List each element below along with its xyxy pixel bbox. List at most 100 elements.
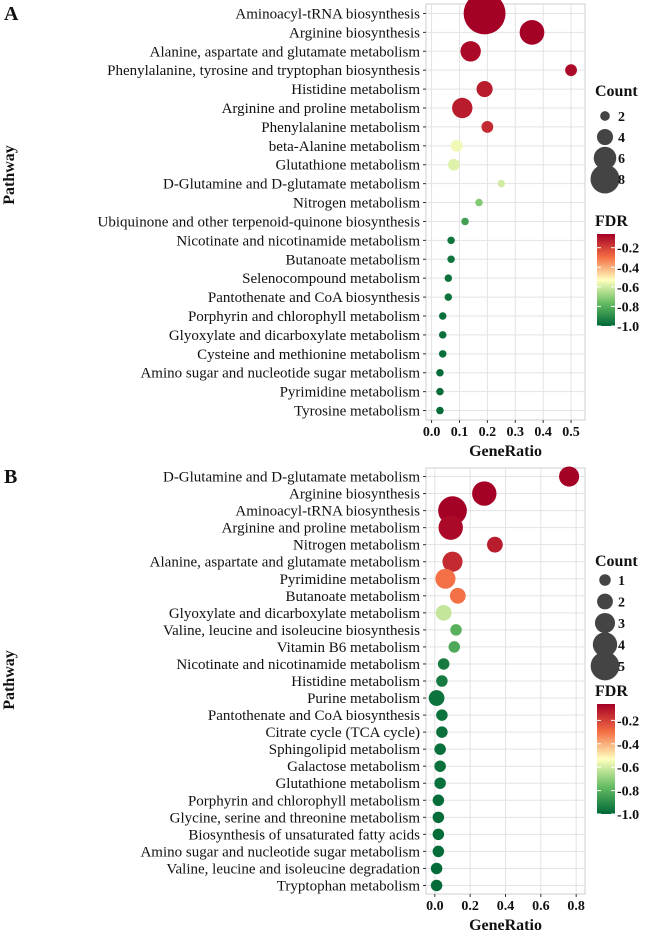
fdr-legend-value: 0.8 (622, 785, 640, 800)
panel-a-pathway-label: Porphyrin and chlorophyll metabolism (188, 309, 420, 325)
panel-a-fdr-legend-label: -0.2 (617, 242, 639, 257)
panel-a-x-tick-label: 0.1 (451, 425, 469, 440)
panel-b-pathway-label: Vitamin B6 metabolism (277, 640, 421, 656)
panel-a-count-legend-dot (596, 128, 614, 146)
panel-b-point (472, 481, 497, 506)
panel-a-count-legend-label: 6 (618, 152, 625, 167)
panel-b-fdr-legend-label: -1.0 (617, 808, 639, 823)
fdr-tick-glyph: - (617, 242, 622, 257)
panel-a-pathway-label: Glutathione metabolism (275, 158, 420, 174)
panel-a-pathway-label: Phenylalanine, tyrosine and tryptophan b… (107, 63, 420, 79)
panel-a-point (452, 97, 473, 119)
panel-a-pathway-label: Arginine and proline metabolism (222, 101, 421, 117)
panel-b-count-legend-dot (592, 632, 618, 657)
panel-a-fdr-legend-label: -0.6 (617, 281, 639, 296)
panel-a-point (460, 41, 481, 62)
panel-b-pathway-label: Glycine, serine and threonine metabolism (170, 810, 421, 826)
fdr-tick-glyph: - (617, 300, 622, 315)
panel-b-point (442, 551, 463, 572)
panel-b-point (487, 536, 503, 553)
panel-b-point (432, 811, 445, 824)
panel-a-x-tick-label: 0.3 (507, 425, 525, 440)
panel-a-pathway-label: Pyrimidine metabolism (280, 385, 421, 401)
panel-b-x-tick-label: 0.2 (461, 899, 479, 914)
panel-b-point (438, 515, 463, 540)
panel-a-pathway-label: Butanoate metabolism (285, 252, 420, 268)
panel-a-point (447, 255, 455, 264)
panel-b-pathway-label: Sphingolipid metabolism (269, 742, 421, 758)
fdr-legend-value: 1.0 (622, 320, 640, 335)
panel-a-count-legend-label: 4 (618, 131, 625, 146)
panel-b-label: B (4, 466, 17, 488)
panel-b-point (436, 726, 448, 738)
panel-b-pathway-label: Alanine, aspartate and glutamate metabol… (150, 555, 421, 571)
panel-b-count-legend-label: 2 (618, 596, 625, 611)
panel-b-point (432, 794, 445, 807)
panel-b-pathway-label: Purine metabolism (307, 691, 420, 707)
fdr-legend-value: 0.8 (622, 300, 640, 315)
panel-b-pathway-label: Pyrimidine metabolism (280, 572, 421, 588)
fdr-legend-value: 0.2 (622, 242, 640, 257)
panel-a-point (497, 179, 506, 188)
panel-b-count-legend-title: Count (595, 553, 638, 570)
panel-b-x-tick-label: 0.8 (567, 899, 585, 914)
panel-a-pathway-label: Phenylalanine metabolism (261, 120, 420, 136)
panel-b-x-tick-label: 0.4 (497, 899, 515, 914)
fdr-tick-glyph: - (617, 785, 622, 800)
panel-b-pathway-label: Glyoxylate and dicarboxylate metabolism (169, 606, 421, 622)
fdr-legend-value: 0.4 (622, 738, 640, 753)
panel-a-count-legend-title: Count (595, 83, 638, 100)
panel-a-pathway-label: Glyoxylate and dicarboxylate metabolism (169, 328, 421, 344)
panel-a-fdr-legend-title: FDR (595, 213, 628, 230)
panel-b-count-legend-dot (590, 651, 620, 681)
panel-b-point (435, 568, 456, 589)
panel-a-point (438, 350, 447, 358)
panel-b-pathway-label: Galactose metabolism (287, 759, 420, 775)
panel-b-count-legend-label: 1 (618, 574, 625, 589)
panel-b-pathway-label: Arginine biosynthesis (289, 487, 420, 503)
panel-a-pathway-label: beta-Alanine metabolism (269, 139, 421, 155)
panel-a-count-legend-label: 2 (618, 110, 625, 125)
panel-b-pathway-label: Tryptophan metabolism (277, 878, 421, 894)
panel-a-point (476, 81, 493, 98)
panel-b-x-tick-label: 0.6 (532, 899, 550, 914)
fdr-tick-glyph: - (617, 281, 622, 296)
panel-b-fdr-legend-label: -0.4 (617, 738, 639, 753)
panel-b-fdr-legend-label: -0.2 (617, 714, 639, 729)
panel-b-pathway-label: Amino sugar and nucleotide sugar metabol… (140, 844, 420, 860)
panel-b-pathway-label: Arginine and proline metabolism (222, 521, 421, 537)
fdr-tick-glyph: - (617, 808, 622, 823)
panel-a-point (475, 198, 483, 207)
panel-a-pathway-label: Nicotinate and nicotinamide metabolism (176, 233, 420, 249)
panel-a-pathway-label: Selenocompound metabolism (242, 271, 420, 287)
panel-b-point (448, 641, 461, 653)
panel-a-pathway-label: Cysteine and methionine metabolism (197, 347, 420, 363)
panel-b-pathway-label: Citrate cycle (TCA cycle) (265, 725, 420, 741)
panel-b-count-legend-label: 4 (618, 639, 625, 654)
panel-b-fdr-legend-title: FDR (595, 683, 628, 700)
panel-a-point (447, 158, 460, 171)
panel-a-x-tick-label: 0.2 (479, 425, 497, 440)
panel-b-pathway-label: D-Glutamine and D-glutamate metabolism (163, 470, 420, 486)
panel-b-x-axis-title: GeneRatio (469, 917, 542, 934)
panel-b-point (432, 845, 445, 858)
panel-a-count-legend-dot (593, 146, 617, 170)
panel-a-fdr-legend-label: -0.4 (617, 261, 639, 276)
panel-a-point (463, 0, 506, 35)
panel-b-fdr-legend-label: -0.8 (617, 785, 639, 800)
panel-a-pathway-label: D-Glutamine and D-glutamate metabolism (163, 177, 420, 193)
panel-b-count-legend-dot (599, 574, 611, 586)
panel-a-pathway-label: Pantothenate and CoA biosynthesis (208, 290, 420, 306)
panel-b-pathway-label: Biosynthesis of unsaturated fatty acids (188, 827, 420, 843)
panel-a-chart: Aminoacyl-tRNA biosynthesis Arginine bios… (1, 0, 639, 460)
panel-b-point (436, 675, 448, 687)
fdr-tick-glyph: - (617, 261, 622, 276)
panel-b-point (434, 743, 446, 755)
panel-a-point (565, 64, 577, 77)
panel-b-pathway-label: Nitrogen metabolism (293, 538, 420, 554)
panel-a-pathway-label: Ubiquinone and other terpenoid-quinone b… (98, 214, 421, 230)
panel-a-point (438, 312, 447, 320)
panel-a-pathway-label: Arginine biosynthesis (289, 25, 420, 41)
panel-a-count-legend-label: 8 (618, 173, 625, 188)
